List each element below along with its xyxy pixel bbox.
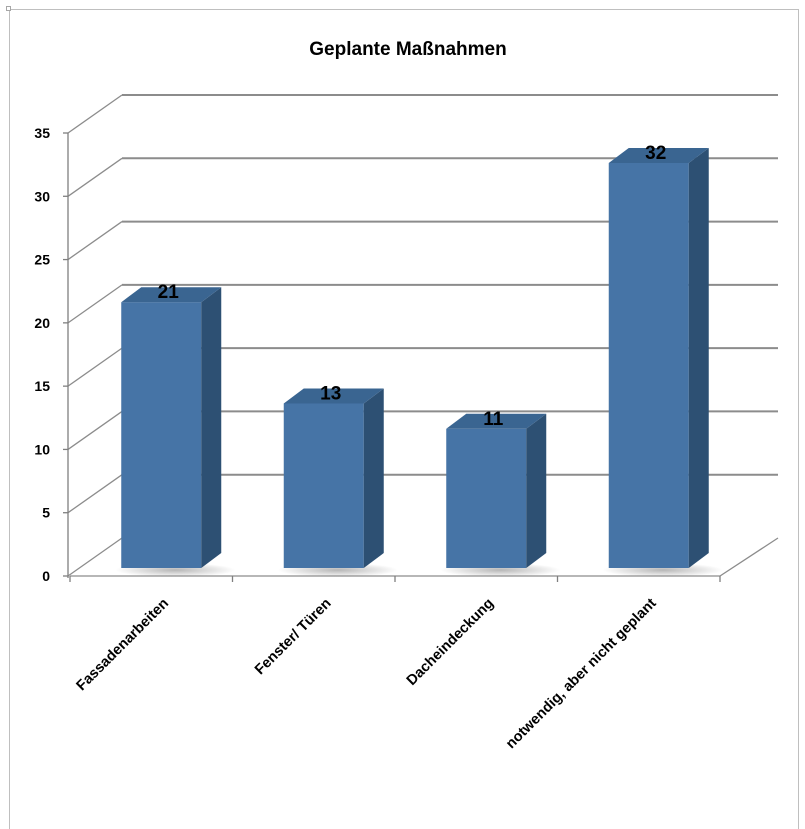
y-tick-label: 30	[34, 188, 50, 204]
gridline-diagonal	[67, 157, 123, 197]
axes	[63, 132, 779, 582]
gridline-diagonal	[67, 347, 123, 387]
data-label: 21	[158, 282, 180, 303]
gridline-diagonal	[67, 410, 123, 450]
data-label: 11	[483, 409, 504, 430]
bar-side	[688, 147, 709, 568]
gridline-diagonal	[67, 94, 123, 134]
bar-top	[283, 388, 384, 404]
bar-1	[121, 287, 222, 568]
bar-front	[283, 403, 364, 568]
bar-side	[526, 413, 547, 568]
resize-handle[interactable]	[6, 6, 11, 11]
bar-top	[608, 147, 709, 163]
y-tick-label: 15	[34, 378, 50, 394]
data-label: 32	[645, 143, 666, 164]
bar-top	[121, 287, 222, 303]
category-label: Fassadenarbeiten	[74, 596, 173, 695]
bars	[115, 147, 723, 577]
bar-3	[446, 413, 547, 568]
bar-top	[446, 413, 547, 429]
y-axis-ticks: 0 5 10 15 20 25 30 35	[34, 125, 50, 584]
gridline-diagonal	[67, 474, 123, 514]
data-label: 13	[320, 383, 341, 404]
y-tick-label: 20	[34, 315, 50, 331]
y-tick-label: 10	[34, 441, 50, 457]
bar-4	[608, 147, 709, 568]
y-tick-label: 0	[42, 568, 50, 584]
x-axis-categories: Fassadenarbeiten Fenster/ Türen Dacheindec…	[74, 595, 660, 752]
y-tick-label: 35	[34, 125, 50, 141]
gridline-diagonal	[67, 537, 123, 577]
category-label: Fenster/ Türen	[252, 596, 335, 679]
gridline-diagonal	[67, 221, 123, 261]
bar-side	[201, 287, 222, 568]
y-tick-label: 25	[34, 252, 50, 268]
bar-front	[121, 302, 202, 568]
bar-front	[608, 162, 689, 568]
chart-title: Geplante Maßnahmen	[309, 39, 506, 60]
data-labels: 21 13 11 32	[158, 143, 667, 430]
gridline-diagonal	[67, 284, 123, 324]
bar-front	[446, 428, 527, 568]
category-label: Dacheindeckung	[404, 596, 497, 689]
category-label: notwendig, aber nicht geplant	[503, 595, 660, 752]
bar-2	[283, 388, 384, 568]
y-tick-label: 5	[42, 505, 50, 521]
bar-side	[363, 388, 384, 568]
